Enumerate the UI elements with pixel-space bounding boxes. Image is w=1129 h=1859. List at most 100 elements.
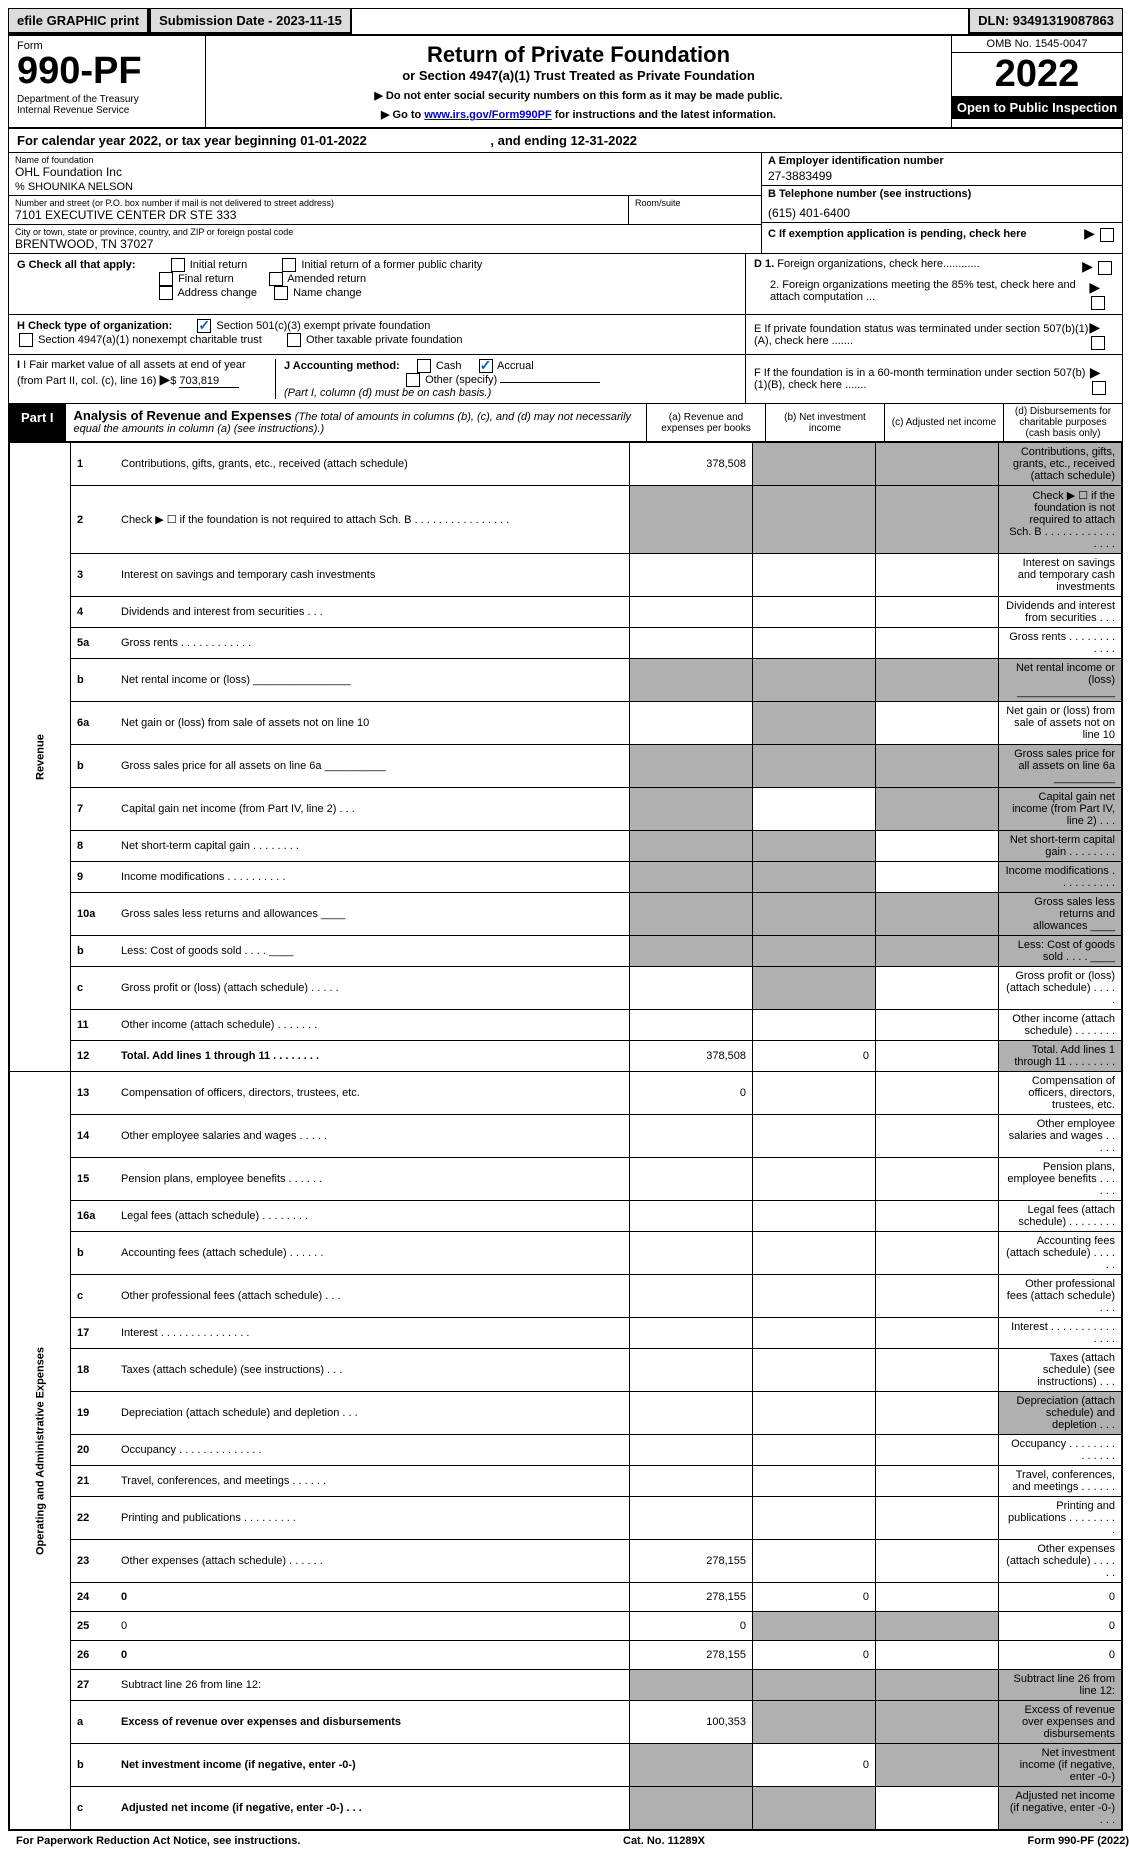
line-number: 11	[71, 1010, 116, 1041]
col-b-cell: 0	[753, 1744, 876, 1787]
table-row: 19Depreciation (attach schedule) and dep…	[10, 1392, 1122, 1435]
col-d-cell: Income modifications . . . . . . . . . .	[999, 862, 1122, 893]
col-d-cell: Net rental income or (loss) ____________…	[999, 659, 1122, 702]
initial-return-checkbox[interactable]	[171, 258, 185, 272]
col-b-cell	[753, 862, 876, 893]
col-a-cell: 100,353	[630, 1701, 753, 1744]
col-c-cell	[876, 1466, 999, 1497]
col-d-cell: Adjusted net income (if negative, enter …	[999, 1787, 1122, 1830]
table-row: Revenue1Contributions, gifts, grants, et…	[10, 443, 1122, 486]
e-checkbox[interactable]	[1091, 336, 1105, 350]
cash-checkbox[interactable]	[417, 359, 431, 373]
col-d-cell: Depreciation (attach schedule) and deple…	[999, 1392, 1122, 1435]
exemption-label: C If exemption application is pending, c…	[768, 228, 1027, 240]
501c3-checkbox[interactable]	[197, 319, 211, 333]
col-c-cell	[876, 1318, 999, 1349]
line-description: Net gain or (loss) from sale of assets n…	[115, 702, 630, 745]
line-number: 10a	[71, 893, 116, 936]
col-d-cell: Taxes (attach schedule) (see instruction…	[999, 1349, 1122, 1392]
g-opt-3: Amended return	[287, 273, 366, 285]
g-label: G Check all that apply:	[17, 259, 136, 271]
col-c-cell	[876, 1497, 999, 1540]
col-c-cell	[876, 659, 999, 702]
col-c-cell	[876, 1232, 999, 1275]
col-a-cell	[630, 1497, 753, 1540]
col-b-cell	[753, 486, 876, 554]
col-b-cell: 0	[753, 1641, 876, 1670]
d2-checkbox[interactable]	[1091, 296, 1105, 310]
open-public-label: Open to Public Inspection	[952, 96, 1122, 119]
initial-former-checkbox[interactable]	[282, 258, 296, 272]
4947-checkbox[interactable]	[19, 333, 33, 347]
exemption-checkbox[interactable]	[1100, 228, 1114, 242]
col-b-cell	[753, 1392, 876, 1435]
d1-checkbox[interactable]	[1098, 261, 1112, 275]
col-d-cell: Gross sales price for all assets on line…	[999, 745, 1122, 788]
other-method-checkbox[interactable]	[406, 373, 420, 387]
city-value: BRENTWOOD, TN 37027	[15, 237, 755, 251]
col-c-cell	[876, 443, 999, 486]
amended-checkbox[interactable]	[269, 272, 283, 286]
line-number: 15	[71, 1158, 116, 1201]
analysis-table: Revenue1Contributions, gifts, grants, et…	[9, 442, 1122, 1830]
table-row: 4Dividends and interest from securities …	[10, 597, 1122, 628]
line-number: 18	[71, 1349, 116, 1392]
col-a-cell	[630, 1201, 753, 1232]
table-row: aExcess of revenue over expenses and dis…	[10, 1701, 1122, 1744]
col-c-cell	[876, 1787, 999, 1830]
col-b-cell	[753, 702, 876, 745]
col-a-cell	[630, 788, 753, 831]
line-description: Excess of revenue over expenses and disb…	[115, 1701, 630, 1744]
accrual-checkbox[interactable]	[479, 359, 493, 373]
g-opt-5: Name change	[293, 287, 362, 299]
col-d-cell: Net investment income (if negative, ente…	[999, 1744, 1122, 1787]
line-number: 20	[71, 1435, 116, 1466]
col-a-cell	[630, 597, 753, 628]
irs-link[interactable]: www.irs.gov/Form990PF	[424, 109, 551, 121]
col-d-cell: Total. Add lines 1 through 11 . . . . . …	[999, 1041, 1122, 1072]
col-a-cell	[630, 1744, 753, 1787]
col-b-cell	[753, 1612, 876, 1641]
col-b-cell	[753, 788, 876, 831]
f-checkbox[interactable]	[1092, 381, 1106, 395]
col-c-header: (c) Adjusted net income	[884, 404, 1003, 441]
col-d-cell: Other professional fees (attach schedule…	[999, 1275, 1122, 1318]
footer-mid: Cat. No. 11289X	[623, 1835, 705, 1847]
col-d-cell: Subtract line 26 from line 12:	[999, 1670, 1122, 1701]
col-a-cell: 0	[630, 1072, 753, 1115]
ein-field: A Employer identification number 27-3883…	[762, 153, 1122, 186]
col-c-cell	[876, 893, 999, 936]
name-change-checkbox[interactable]	[274, 286, 288, 300]
col-a-cell	[630, 1435, 753, 1466]
table-row: cOther professional fees (attach schedul…	[10, 1275, 1122, 1318]
col-d-cell: Net short-term capital gain . . . . . . …	[999, 831, 1122, 862]
col-b-cell	[753, 443, 876, 486]
col-d-cell: Other expenses (attach schedule) . . . .…	[999, 1540, 1122, 1583]
col-d-cell: Accounting fees (attach schedule) . . . …	[999, 1232, 1122, 1275]
col-a-cell: 378,508	[630, 443, 753, 486]
line-number: 27	[71, 1670, 116, 1701]
exemption-field: C If exemption application is pending, c…	[762, 223, 1122, 244]
final-return-checkbox[interactable]	[159, 272, 173, 286]
j-cash: Cash	[436, 360, 462, 372]
other-taxable-checkbox[interactable]	[287, 333, 301, 347]
col-c-cell	[876, 702, 999, 745]
j-other: Other (specify)	[425, 374, 497, 386]
footer-left: For Paperwork Reduction Act Notice, see …	[16, 1835, 300, 1847]
efile-print-button[interactable]: efile GRAPHIC print	[9, 9, 149, 34]
line-description: Net rental income or (loss) ____________…	[115, 659, 630, 702]
d2-label: 2. Foreign organizations meeting the 85%…	[754, 279, 1089, 310]
line-number: b	[71, 659, 116, 702]
address-change-checkbox[interactable]	[159, 286, 173, 300]
i-value: 703,819	[179, 375, 239, 388]
cal-prefix: For calendar year 2022, or tax year begi…	[17, 133, 300, 148]
calendar-year-row: For calendar year 2022, or tax year begi…	[9, 129, 1122, 153]
line-number: b	[71, 745, 116, 788]
table-row: 8Net short-term capital gain . . . . . .…	[10, 831, 1122, 862]
line-number: 7	[71, 788, 116, 831]
j-label: J Accounting method:	[284, 360, 400, 372]
line-description: Travel, conferences, and meetings . . . …	[115, 1466, 630, 1497]
col-a-cell	[630, 1318, 753, 1349]
table-row: 23Other expenses (attach schedule) . . .…	[10, 1540, 1122, 1583]
care-of: % SHOUNIKA NELSON	[15, 181, 755, 193]
